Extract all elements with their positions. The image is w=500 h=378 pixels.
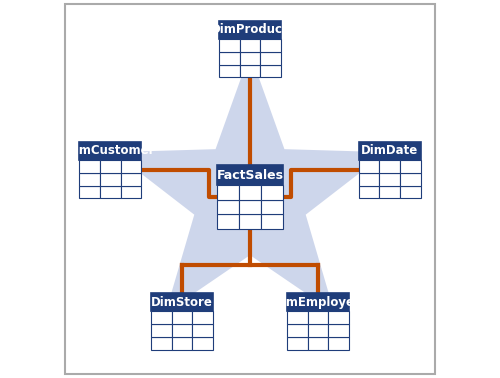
FancyBboxPatch shape	[240, 65, 260, 77]
FancyBboxPatch shape	[219, 65, 240, 77]
FancyBboxPatch shape	[261, 200, 283, 214]
FancyBboxPatch shape	[100, 186, 120, 198]
FancyBboxPatch shape	[120, 186, 142, 198]
Text: DimStore: DimStore	[151, 296, 213, 308]
FancyBboxPatch shape	[358, 160, 380, 173]
FancyBboxPatch shape	[287, 311, 308, 324]
FancyBboxPatch shape	[400, 173, 421, 186]
FancyBboxPatch shape	[100, 160, 120, 173]
FancyBboxPatch shape	[172, 311, 192, 324]
FancyBboxPatch shape	[308, 324, 328, 337]
FancyBboxPatch shape	[260, 65, 281, 77]
FancyBboxPatch shape	[192, 324, 213, 337]
FancyBboxPatch shape	[192, 337, 213, 350]
FancyBboxPatch shape	[260, 39, 281, 52]
FancyBboxPatch shape	[287, 324, 308, 337]
FancyBboxPatch shape	[120, 160, 142, 173]
FancyBboxPatch shape	[239, 200, 261, 214]
FancyBboxPatch shape	[308, 311, 328, 324]
FancyBboxPatch shape	[287, 293, 349, 311]
Text: DimEmployee: DimEmployee	[273, 296, 363, 308]
FancyBboxPatch shape	[261, 214, 283, 228]
FancyBboxPatch shape	[79, 186, 100, 198]
FancyBboxPatch shape	[151, 311, 172, 324]
FancyBboxPatch shape	[217, 214, 239, 228]
FancyBboxPatch shape	[240, 39, 260, 52]
FancyBboxPatch shape	[217, 200, 239, 214]
FancyBboxPatch shape	[239, 214, 261, 228]
FancyBboxPatch shape	[287, 337, 308, 350]
FancyBboxPatch shape	[380, 186, 400, 198]
FancyBboxPatch shape	[328, 337, 349, 350]
FancyBboxPatch shape	[151, 337, 172, 350]
FancyBboxPatch shape	[308, 337, 328, 350]
FancyBboxPatch shape	[192, 311, 213, 324]
FancyBboxPatch shape	[219, 39, 240, 52]
FancyBboxPatch shape	[239, 186, 261, 200]
FancyBboxPatch shape	[79, 160, 100, 173]
FancyBboxPatch shape	[172, 324, 192, 337]
Text: DimCustomer: DimCustomer	[66, 144, 155, 157]
FancyBboxPatch shape	[100, 173, 120, 186]
FancyBboxPatch shape	[151, 324, 172, 337]
Text: DimDate: DimDate	[361, 144, 418, 157]
FancyBboxPatch shape	[217, 186, 239, 200]
FancyBboxPatch shape	[260, 52, 281, 65]
FancyBboxPatch shape	[240, 52, 260, 65]
FancyBboxPatch shape	[151, 293, 213, 311]
FancyBboxPatch shape	[358, 186, 380, 198]
FancyBboxPatch shape	[328, 324, 349, 337]
FancyBboxPatch shape	[400, 160, 421, 173]
FancyBboxPatch shape	[79, 173, 100, 186]
FancyBboxPatch shape	[400, 186, 421, 198]
FancyBboxPatch shape	[79, 142, 142, 160]
FancyBboxPatch shape	[219, 21, 281, 39]
FancyBboxPatch shape	[172, 337, 192, 350]
FancyBboxPatch shape	[219, 52, 240, 65]
FancyBboxPatch shape	[380, 173, 400, 186]
Text: DimProduct: DimProduct	[211, 23, 289, 36]
FancyBboxPatch shape	[261, 186, 283, 200]
FancyBboxPatch shape	[217, 165, 283, 186]
FancyBboxPatch shape	[358, 173, 380, 186]
FancyBboxPatch shape	[380, 160, 400, 173]
FancyBboxPatch shape	[328, 311, 349, 324]
FancyBboxPatch shape	[120, 173, 142, 186]
FancyBboxPatch shape	[358, 142, 421, 160]
Text: FactSales: FactSales	[216, 169, 284, 181]
Polygon shape	[114, 53, 386, 313]
